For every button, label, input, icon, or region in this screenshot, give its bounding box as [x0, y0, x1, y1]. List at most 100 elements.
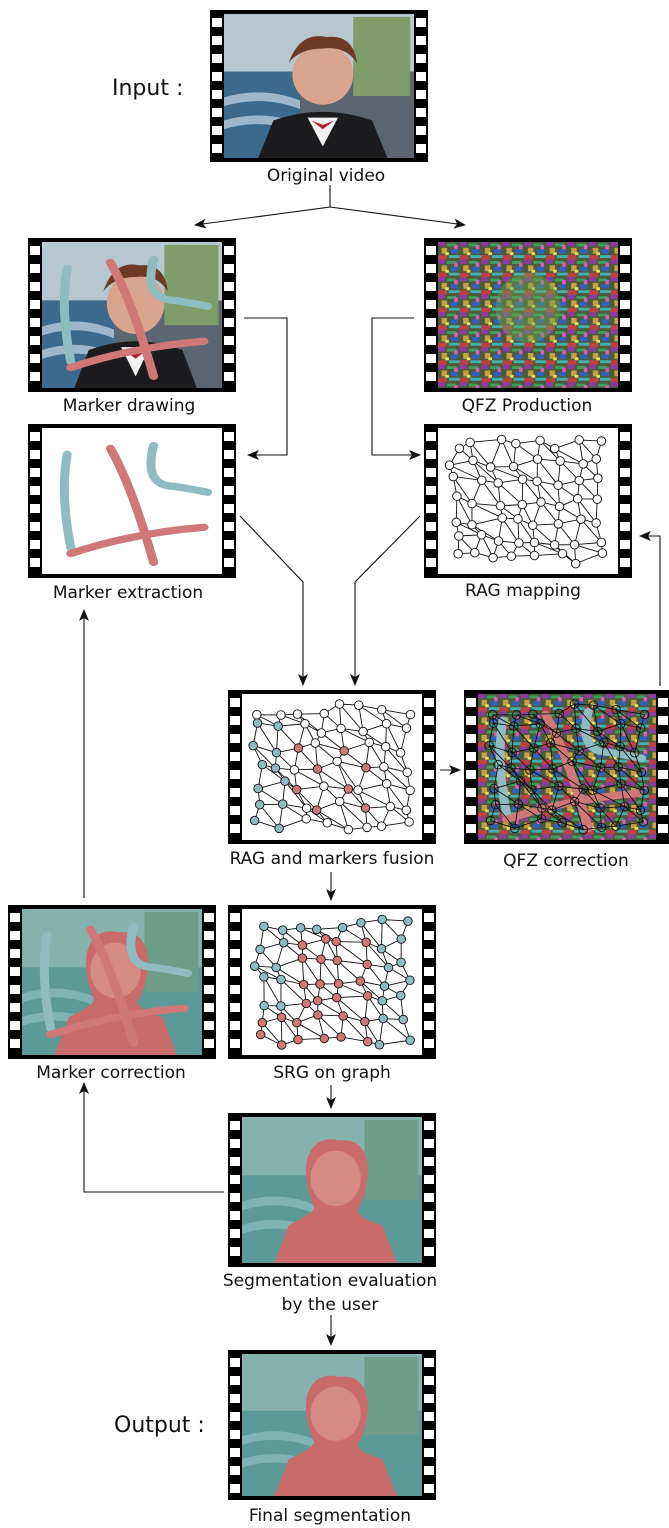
graph-edge: [360, 922, 382, 950]
graph-node: [361, 763, 371, 773]
sprocket-hole: [424, 1376, 434, 1385]
graph-node: [529, 550, 540, 561]
sprocket-hole: [424, 698, 434, 707]
graph-node: [592, 494, 603, 504]
graph-edge: [357, 783, 387, 791]
graph-node: [532, 476, 542, 486]
graph-edge: [575, 552, 603, 565]
graph-edge: [522, 478, 542, 503]
graph-edge: [556, 713, 560, 734]
graph-edge: [510, 767, 533, 790]
graph-node: [278, 937, 289, 948]
graph-node: [300, 719, 310, 729]
sprocket-hole: [204, 1003, 214, 1012]
frame-rag-markers-fusion: [228, 690, 436, 844]
input-label: Input :: [112, 76, 183, 101]
graph-edge: [382, 1018, 411, 1041]
sprocket-hole: [30, 318, 40, 327]
sprocket-hole: [230, 1021, 240, 1030]
sprocket-hole: [204, 1039, 214, 1048]
sprocket-hole: [10, 1039, 20, 1048]
graph-node: [280, 776, 290, 786]
graph-node: [377, 914, 387, 925]
graph-node: [517, 474, 528, 485]
graph-node: [271, 747, 282, 758]
graph-node: [493, 478, 503, 488]
graph-edge: [381, 709, 411, 716]
sprocket-hole: [424, 1229, 434, 1238]
graph-node: [557, 818, 568, 828]
sprocket-hole: [230, 770, 240, 779]
graph-node: [493, 759, 503, 770]
graph-node: [355, 976, 366, 986]
sprocket-hole: [224, 282, 234, 291]
sprocket-hole: [658, 752, 668, 761]
sprocket-hole: [466, 734, 476, 743]
graph-node: [252, 718, 263, 728]
sprocket-hole: [424, 967, 434, 976]
graph-edge: [592, 783, 622, 791]
graph-node: [497, 513, 507, 523]
graph-node: [362, 959, 372, 970]
sprocket-hole: [620, 318, 630, 327]
graph-edge: [456, 495, 473, 526]
sprocket-hole: [230, 1193, 240, 1202]
sprocket-hole: [416, 18, 426, 27]
sprocket-hole: [30, 300, 40, 309]
graph-edge: [620, 723, 636, 753]
graph-edge: [336, 941, 367, 943]
graph-edge: [449, 464, 482, 481]
sprocket-hole: [224, 468, 234, 477]
graph-node: [311, 805, 322, 815]
graph-edge: [498, 764, 512, 769]
graph-node: [553, 519, 564, 529]
graph-node: [358, 726, 368, 737]
graph-edge: [551, 809, 584, 831]
step-rag-markers-fusion: RAG and markers fusion: [230, 849, 435, 869]
sprocket-hole: [620, 486, 630, 495]
sprocket-hole: [424, 824, 434, 833]
sprocket-hole: [416, 72, 426, 81]
graph-edge: [615, 806, 626, 827]
graph-node: [493, 536, 504, 546]
graph-node: [401, 723, 412, 733]
sprocket-hole: [10, 931, 20, 940]
graph-node: [292, 1017, 302, 1028]
sprocket-hole: [424, 1139, 434, 1148]
graph-node: [353, 785, 363, 795]
graph-edge: [554, 448, 584, 465]
graph-node: [488, 552, 498, 563]
graph-node: [343, 784, 354, 794]
graph-edge: [296, 1022, 325, 1039]
graph-node: [557, 548, 568, 559]
graph-node: [253, 783, 263, 794]
graph-node: [276, 1040, 287, 1050]
graph-edge: [358, 704, 387, 725]
sprocket-hole: [10, 913, 20, 922]
sprocket-hole: [230, 1376, 240, 1385]
graph-node: [360, 803, 371, 813]
sprocket-hole: [230, 1484, 240, 1493]
sprocket-hole: [230, 1358, 240, 1367]
graph-edge: [571, 761, 584, 790]
graph-node: [468, 455, 478, 466]
arrow-to-qfz-production: [329, 206, 466, 229]
graph-node: [356, 917, 366, 928]
graph-edge: [592, 789, 625, 807]
graph-edge: [520, 780, 543, 809]
graph-node: [376, 821, 387, 831]
graph-node: [448, 471, 458, 482]
graph-edge: [337, 760, 367, 769]
graph-edge: [493, 722, 514, 727]
graph-edge: [592, 789, 601, 809]
graph-node: [593, 473, 603, 483]
graph-edge: [562, 822, 584, 831]
sprocket-hole: [204, 967, 214, 976]
graph-edge: [583, 826, 602, 831]
graph-edge: [640, 772, 645, 791]
sprocket-hole: [230, 1412, 240, 1421]
sprocket-hole: [424, 1412, 434, 1421]
graph-node: [572, 494, 583, 504]
graph-edge: [541, 818, 563, 824]
frame-qfz-production: [424, 238, 632, 392]
